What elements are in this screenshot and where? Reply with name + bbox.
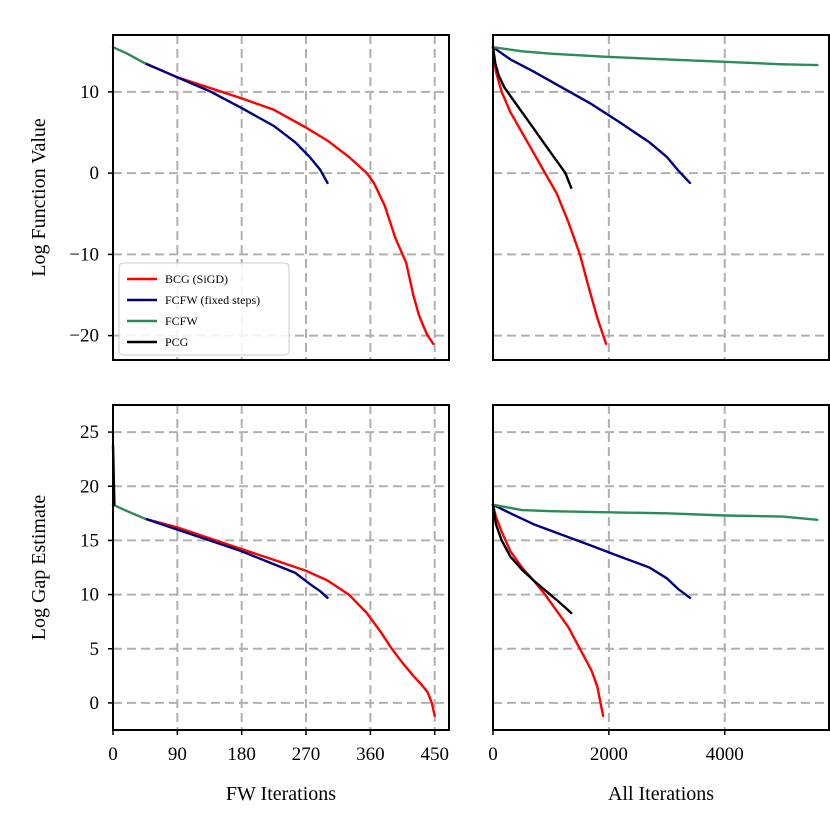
- axes-frame: [492, 34, 830, 361]
- x-tick-label: 360: [356, 744, 385, 765]
- y-axis-label: Log Gap Estimate: [28, 495, 50, 641]
- series-line-pcg: [491, 503, 573, 615]
- x-tick-label: 450: [420, 744, 449, 765]
- x-axis-label: FW Iterations: [226, 783, 336, 805]
- series-line-fcfw: [111, 46, 147, 65]
- series-line-bcg-sigd: [491, 503, 605, 718]
- series-line-fcfw: [491, 503, 819, 521]
- series-line-bcg-sigd: [143, 62, 435, 345]
- legend-label-fcfw-fixed-steps: FCFW (fixed steps): [165, 293, 260, 307]
- axes-frame: [492, 404, 830, 731]
- y-tick-label: 20: [80, 476, 99, 497]
- series-line-fcfw-fixed-steps: [143, 62, 329, 185]
- y-tick-label: −20: [69, 326, 99, 347]
- y-tick-label: 10: [80, 585, 99, 606]
- series-line-fcfw-fixed-steps: [143, 517, 329, 599]
- y-tick-label: 25: [80, 422, 99, 443]
- legend-label-fcfw: FCFW: [165, 314, 198, 328]
- panel-bottom-left: 0 90 180 270 360 450 25 20 15 10 5 0 FW Iterations Lo…: [28, 404, 450, 805]
- x-axis-label: All Iterations: [608, 783, 714, 805]
- y-tick-label: 0: [90, 693, 100, 714]
- series-line-fcfw-fixed-steps: [491, 46, 692, 185]
- y-tick-label: 0: [90, 163, 100, 184]
- x-tick-label: 90: [168, 744, 187, 765]
- x-tick-label: 4000: [706, 744, 744, 765]
- legend-label-pcg: PCG: [165, 335, 189, 349]
- y-tick-label: 5: [90, 639, 100, 660]
- series-line-bcg-sigd: [143, 517, 436, 718]
- series-line-bcg-sigd: [491, 46, 608, 345]
- axes-frame: [112, 404, 450, 731]
- panel-top-left: 10 0 −10 −20 Log Function Value BCG (SiGD) FCF…: [28, 34, 450, 361]
- x-tick-label: 0: [488, 744, 498, 765]
- axes-frame: [112, 34, 450, 361]
- legend-label-bcg-sigd: BCG (SiGD): [165, 272, 228, 286]
- x-tick-label: 0: [108, 744, 118, 765]
- panel-bottom-right: 0 2000 4000 All Iterations: [488, 404, 830, 805]
- y-tick-label: −10: [69, 244, 99, 265]
- legend-box: [118, 262, 290, 356]
- panel-top-right: [491, 34, 830, 361]
- x-tick-label: 2000: [590, 744, 628, 765]
- x-tick-label: 180: [227, 744, 256, 765]
- series-line-fcfw: [491, 46, 819, 67]
- series-line-pcg: [491, 46, 573, 190]
- legend: BCG (SiGD) FCFW (fixed steps) FCFW PCG: [118, 262, 290, 356]
- series-line-fcfw-fixed-steps: [491, 503, 692, 599]
- y-axis-label: Log Function Value: [28, 118, 50, 277]
- x-tick-label: 270: [292, 744, 321, 765]
- y-tick-label: 10: [80, 82, 99, 103]
- y-tick-label: 15: [80, 530, 99, 551]
- series-line-fcfw: [111, 503, 147, 520]
